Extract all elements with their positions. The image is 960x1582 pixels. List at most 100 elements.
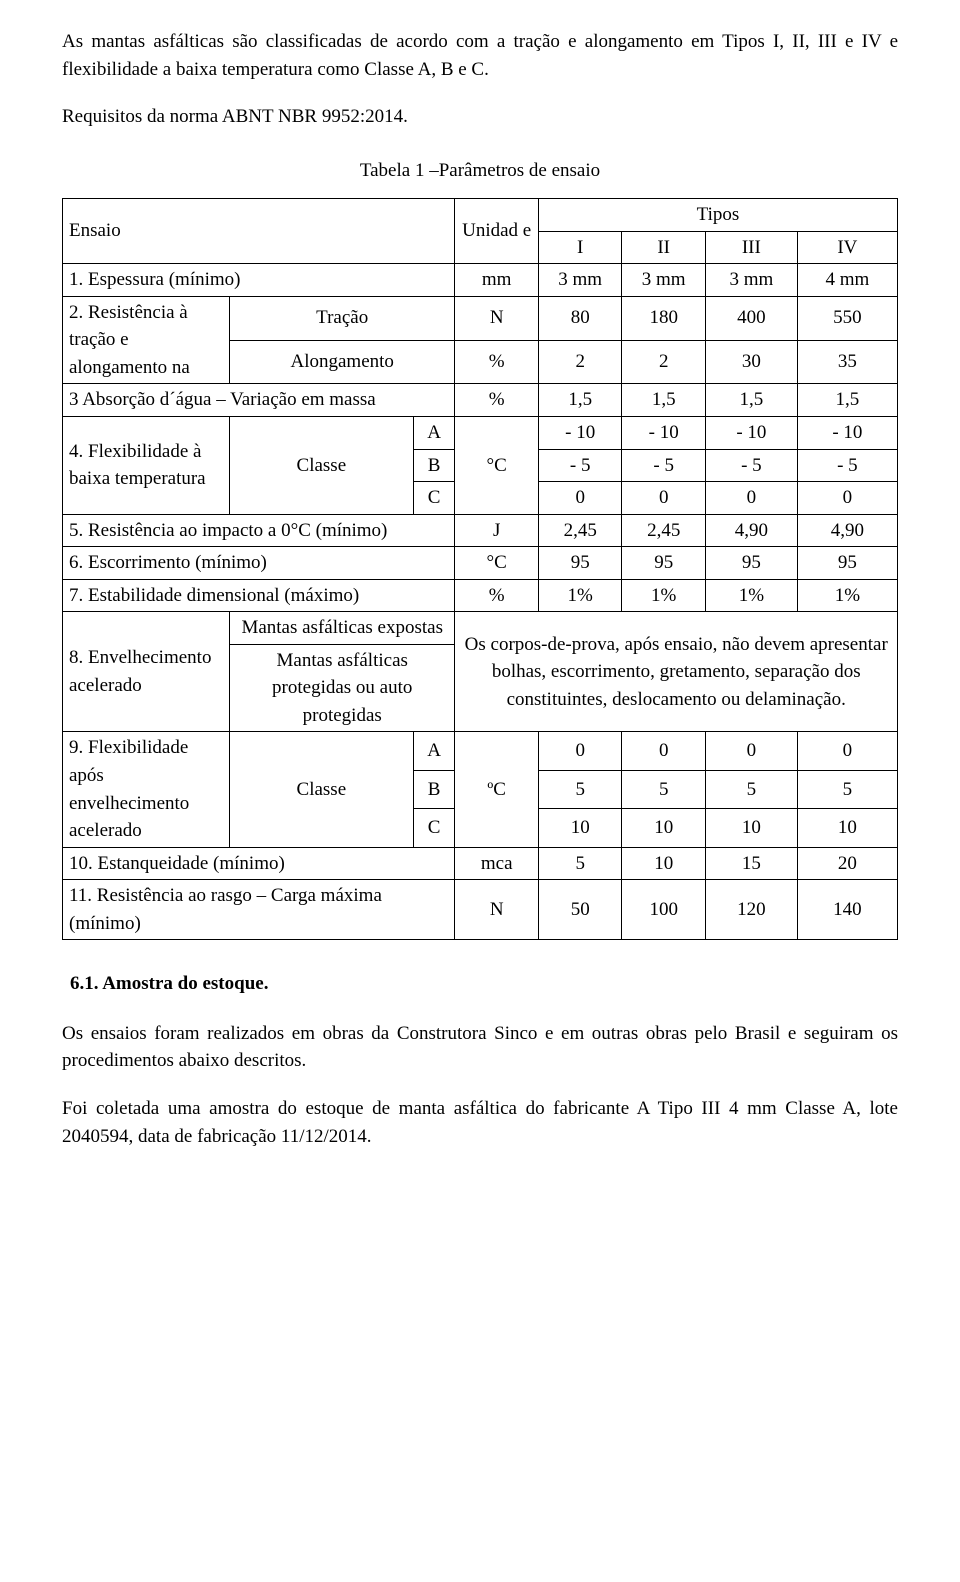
row7-unit: % (455, 579, 539, 612)
row9-vB-2: 5 (705, 770, 797, 808)
row3-label: 3 Absorção d´água – Variação em massa (63, 384, 455, 417)
table-row: 2. Resistência à tração e alongamento na… (63, 296, 898, 340)
paragraph-after-1: Os ensaios foram realizados em obras da … (62, 1020, 898, 1075)
row6-unit: °C (455, 547, 539, 580)
col-III: III (705, 231, 797, 264)
row9-vC-0: 10 (538, 809, 622, 847)
row4-vA-3: - 10 (797, 417, 897, 450)
row9-A: A (413, 732, 455, 770)
requisitos-paragraph: Requisitos da norma ABNT NBR 9952:2014. (62, 103, 898, 131)
row7-v1: 1% (622, 579, 706, 612)
row11-v2: 120 (705, 880, 797, 940)
section-heading: 6.1. Amostra do estoque. (70, 970, 898, 998)
row9-vC-1: 10 (622, 809, 706, 847)
row9-vB-1: 5 (622, 770, 706, 808)
row4-vB-1: - 5 (622, 449, 706, 482)
row9-classe: Classe (230, 732, 414, 847)
row3-v1: 1,5 (622, 384, 706, 417)
row4-classe: Classe (230, 417, 414, 515)
row1-label: 1. Espessura (mínimo) (63, 264, 455, 297)
row9-vC-2: 10 (705, 809, 797, 847)
parametros-table: Ensaio Unidad e Tipos I II III IV 1. Esp… (62, 198, 898, 940)
table-caption: Tabela 1 –Parâmetros de ensaio (62, 157, 898, 185)
table-row: 11. Resistência ao rasgo – Carga máxima … (63, 880, 898, 940)
row3-v3: 1,5 (797, 384, 897, 417)
row11-label: 11. Resistência ao rasgo – Carga máxima … (63, 880, 455, 940)
row11-unit: N (455, 880, 539, 940)
row4-label: 4. Flexibilidade à baixa temperatura (63, 417, 230, 515)
row9-unit: ºC (455, 732, 539, 847)
row9-vB-3: 5 (797, 770, 897, 808)
row8-sub1: Mantas asfálticas expostas (230, 612, 455, 645)
row2-sub1: Tração (230, 296, 455, 340)
row5-v3: 4,90 (797, 514, 897, 547)
row4-A: A (413, 417, 455, 450)
row4-C: C (413, 482, 455, 515)
row10-unit: mca (455, 847, 539, 880)
row5-unit: J (455, 514, 539, 547)
row5-v2: 4,90 (705, 514, 797, 547)
row7-v2: 1% (705, 579, 797, 612)
row7-v3: 1% (797, 579, 897, 612)
paragraph-after-2: Foi coletada uma amostra do estoque de m… (62, 1095, 898, 1150)
row10-v3: 20 (797, 847, 897, 880)
row4-vA-0: - 10 (538, 417, 622, 450)
row3-unit: % (455, 384, 539, 417)
row11-v1: 100 (622, 880, 706, 940)
row8-note: Os corpos-de-prova, após ensaio, não dev… (455, 612, 898, 732)
row6-label: 6. Escorrimento (mínimo) (63, 547, 455, 580)
row2-v2-1: 2 (622, 340, 706, 384)
row4-vC-2: 0 (705, 482, 797, 515)
row10-label: 10. Estanqueidade (mínimo) (63, 847, 455, 880)
row1-v3: 4 mm (797, 264, 897, 297)
row2-v1-3: 550 (797, 296, 897, 340)
row6-v2: 95 (705, 547, 797, 580)
row4-vB-2: - 5 (705, 449, 797, 482)
row9-B: B (413, 770, 455, 808)
row9-C: C (413, 809, 455, 847)
row4-vC-3: 0 (797, 482, 897, 515)
col-II: II (622, 231, 706, 264)
table-row: 8. Envelhecimento acelerado Mantas asfál… (63, 612, 898, 645)
row4-vC-1: 0 (622, 482, 706, 515)
intro-paragraph: As mantas asfálticas são classificadas d… (62, 28, 898, 83)
table-row: 3 Absorção d´água – Variação em massa % … (63, 384, 898, 417)
row9-vA-1: 0 (622, 732, 706, 770)
row10-v2: 15 (705, 847, 797, 880)
row1-v1: 3 mm (622, 264, 706, 297)
table-row: 10. Estanqueidade (mínimo) mca 5 10 15 2… (63, 847, 898, 880)
row3-v0: 1,5 (538, 384, 622, 417)
row2-v1-2: 400 (705, 296, 797, 340)
row5-v0: 2,45 (538, 514, 622, 547)
row2-sub2: Alongamento (230, 340, 455, 384)
row9-vA-3: 0 (797, 732, 897, 770)
row4-vA-1: - 10 (622, 417, 706, 450)
row2-v2-0: 2 (538, 340, 622, 384)
row6-v3: 95 (797, 547, 897, 580)
table-row: 9. Flexibilidade após envelhecimento ace… (63, 732, 898, 770)
row1-unit: mm (455, 264, 539, 297)
row2-v1-0: 80 (538, 296, 622, 340)
row5-label: 5. Resistência ao impacto a 0°C (mínimo) (63, 514, 455, 547)
row9-vA-0: 0 (538, 732, 622, 770)
row1-v0: 3 mm (538, 264, 622, 297)
row9-vC-3: 10 (797, 809, 897, 847)
col-I: I (538, 231, 622, 264)
row9-vA-2: 0 (705, 732, 797, 770)
row9-label: 9. Flexibilidade após envelhecimento ace… (63, 732, 230, 847)
row2-u2: % (455, 340, 539, 384)
row4-unit: °C (455, 417, 539, 515)
table-row: 4. Flexibilidade à baixa temperatura Cla… (63, 417, 898, 450)
row11-v0: 50 (538, 880, 622, 940)
row2-v2-3: 35 (797, 340, 897, 384)
table-row: 6. Escorrimento (mínimo) °C 95 95 95 95 (63, 547, 898, 580)
row11-v3: 140 (797, 880, 897, 940)
row9-vB-0: 5 (538, 770, 622, 808)
row4-vC-0: 0 (538, 482, 622, 515)
row4-vA-2: - 10 (705, 417, 797, 450)
row8-label: 8. Envelhecimento acelerado (63, 612, 230, 732)
table-row: 7. Estabilidade dimensional (máximo) % 1… (63, 579, 898, 612)
row10-v0: 5 (538, 847, 622, 880)
row5-v1: 2,45 (622, 514, 706, 547)
row2-v1-1: 180 (622, 296, 706, 340)
